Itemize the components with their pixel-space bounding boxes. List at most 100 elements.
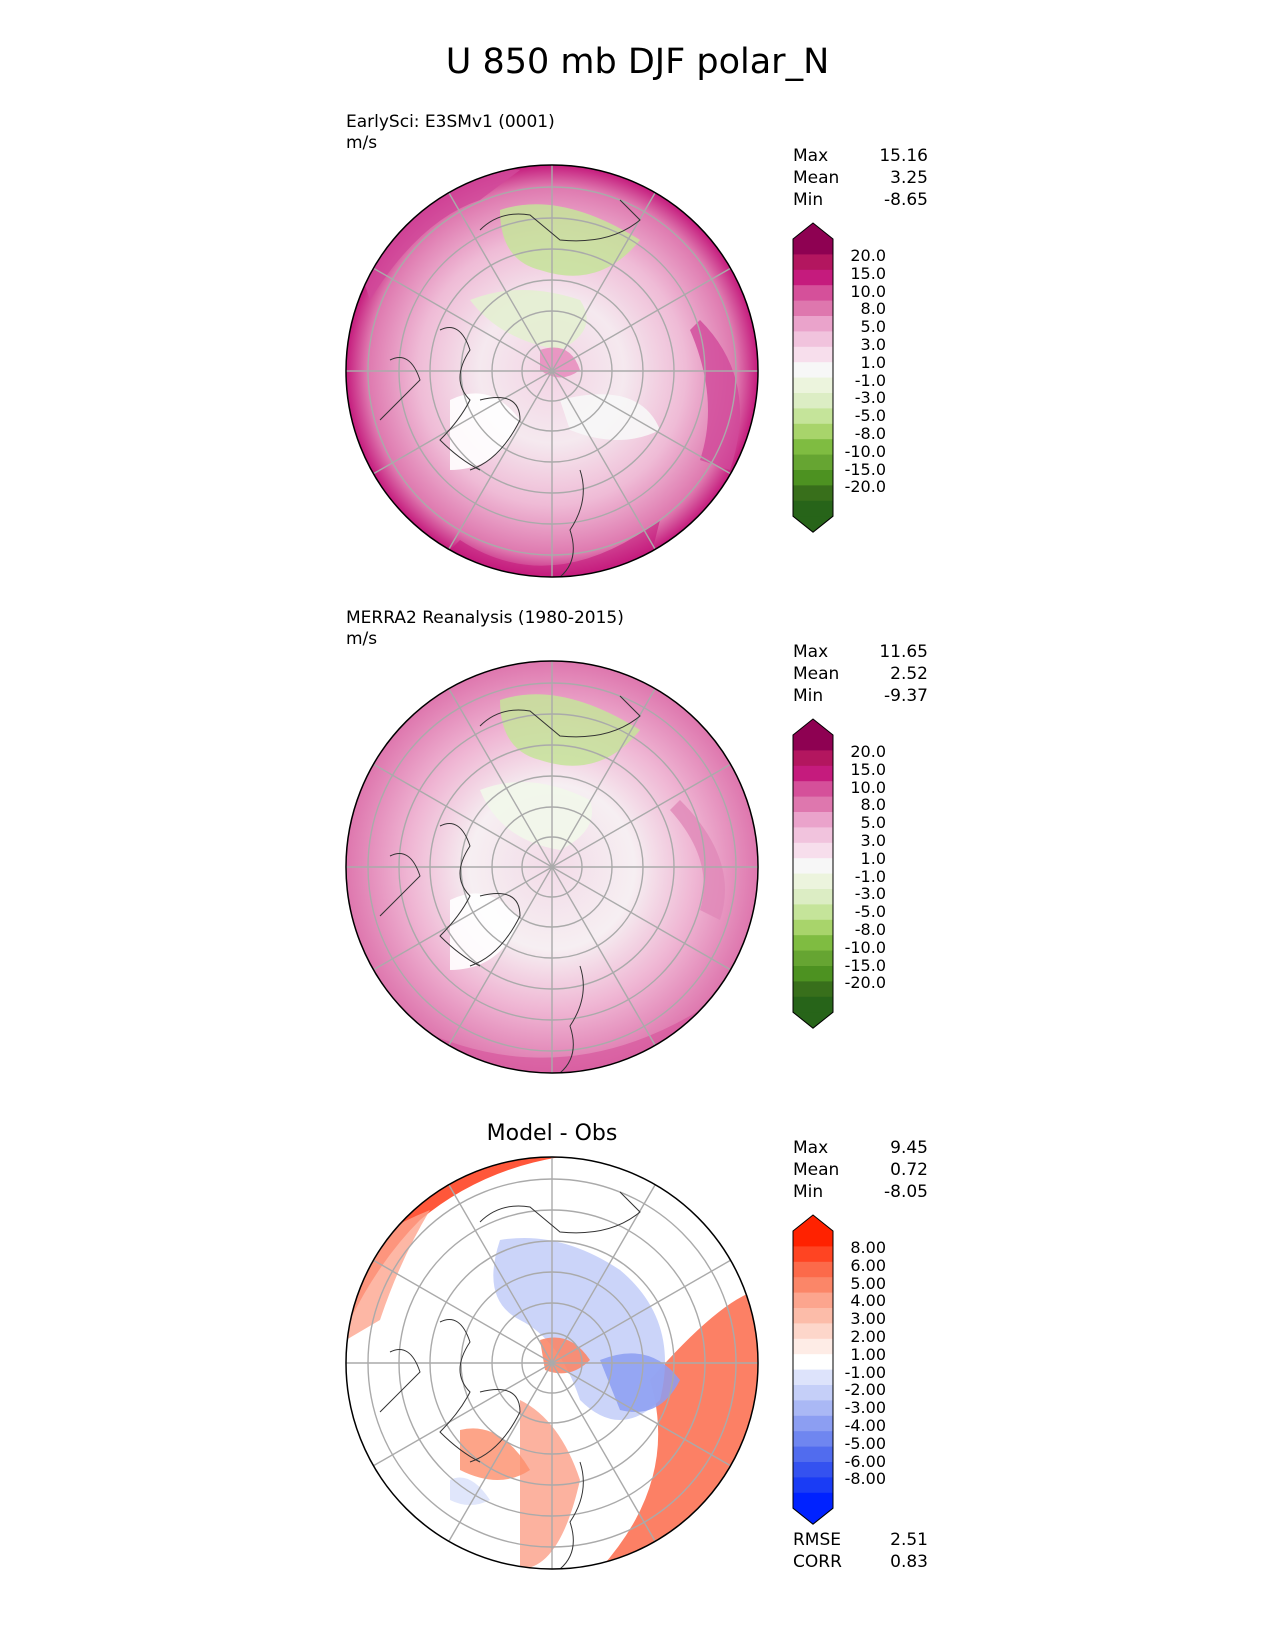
panel-ref-stats: Max 11.65 Mean 2.52 Min -9.37 — [793, 641, 928, 707]
colorbar-segment — [793, 1492, 833, 1509]
colorbar-segment — [793, 269, 833, 286]
colorbar-tick: 6.00 — [850, 1255, 886, 1275]
colorbar-segment — [793, 765, 833, 782]
colorbar-segment — [793, 781, 833, 798]
colorbar-tick: -15.0 — [844, 459, 886, 479]
colorbar-segment — [793, 1431, 833, 1448]
colorbar-tick: 3.00 — [850, 1309, 886, 1329]
colorbar-segment — [793, 1338, 833, 1355]
metric-value: 0.83 — [890, 1552, 928, 1572]
colorbar-tick: 8.00 — [850, 1238, 886, 1257]
page-title: U 850 mb DJF polar_N — [445, 42, 830, 82]
colorbar-tick: 10.0 — [850, 281, 886, 301]
colorbar-segment — [793, 935, 833, 952]
colorbar-tick: -3.00 — [844, 1398, 886, 1418]
colorbar-segment — [793, 300, 833, 317]
colorbar-segment — [793, 873, 833, 890]
colorbar-tick: 1.00 — [850, 1344, 886, 1364]
panel-test-stats: Max 15.16 Mean 3.25 Min -8.65 — [793, 145, 928, 211]
stat-label: Min — [793, 1182, 824, 1202]
colorbar-tick: 1.0 — [860, 848, 886, 868]
colorbar-tick: -4.00 — [844, 1415, 886, 1435]
colorbar-segment — [793, 1323, 833, 1340]
colorbar-tick: -8.00 — [844, 1469, 886, 1489]
stat-label: Max — [793, 1138, 829, 1158]
colorbar-diff — [792, 1214, 834, 1525]
metric-label: CORR — [793, 1552, 842, 1572]
colorbar-segment — [793, 254, 833, 271]
colorbar-extend-min — [793, 1508, 833, 1525]
colorbar-ref-labels: 20.0 15.0 10.0 8.0 5.0 3.0 1.0 -1.0 -3.0… — [830, 743, 886, 992]
panel-ref-units: m/s — [346, 629, 378, 649]
colorbar-segment — [793, 889, 833, 905]
colorbar-segment — [793, 1308, 833, 1324]
colorbar-segment — [793, 1354, 833, 1371]
colorbar-segment — [793, 996, 833, 1013]
colorbar-outline — [792, 718, 834, 1029]
colorbar-segment — [793, 346, 833, 363]
colorbar-outline — [792, 1214, 834, 1525]
colorbar-extend-max — [793, 719, 833, 735]
panel-test-label: EarlySci: E3SMv1 (0001) m/s — [346, 112, 555, 154]
colorbar-tick: -10.0 — [844, 937, 886, 957]
metric-label: RMSE — [793, 1530, 842, 1550]
colorbar-segment — [793, 1415, 833, 1432]
panel-test-units: m/s — [346, 133, 378, 153]
stat-value: -9.37 — [884, 686, 928, 706]
colorbar-tick: 3.0 — [860, 334, 886, 354]
stat-label: Mean — [793, 664, 840, 684]
colorbar-tick: -5.0 — [854, 406, 886, 426]
colorbar-segment — [793, 408, 833, 425]
colorbar-segment — [793, 1462, 833, 1478]
metric-value: 2.51 — [890, 1530, 928, 1550]
stat-label: Mean — [793, 1160, 840, 1180]
colorbar-extend-min — [793, 516, 833, 533]
colorbar-segment — [793, 981, 833, 998]
colorbar-segment — [793, 500, 833, 517]
colorbar-tick: -20.0 — [844, 973, 886, 993]
colorbar-segment — [793, 1400, 833, 1417]
colorbar-segment — [793, 470, 833, 486]
colorbar-segment — [793, 858, 833, 875]
colorbar-tick: 5.0 — [860, 317, 886, 337]
colorbar-segment — [793, 393, 833, 409]
stat-value: 0.72 — [890, 1160, 928, 1180]
colorbar-diff-labels: 8.00 6.00 5.00 4.00 3.00 2.00 1.00 -1.00… — [830, 1239, 886, 1488]
colorbar-segment — [793, 485, 833, 502]
colorbar-ref — [792, 718, 834, 1029]
colorbar-tick: -10.0 — [844, 441, 886, 461]
colorbar-tick: 8.0 — [860, 299, 886, 319]
colorbar-test-labels: 20.0 15.0 10.0 8.0 5.0 3.0 1.0 -1.0 -3.0… — [830, 247, 886, 496]
stat-value: 3.25 — [890, 168, 928, 188]
colorbar-tick: -8.0 — [854, 919, 886, 939]
colorbar-segment — [793, 735, 833, 751]
colorbar-segment — [793, 966, 833, 982]
colorbar-segment — [793, 1446, 833, 1463]
colorbar-extend-max — [793, 223, 833, 239]
colorbar-tick: -5.00 — [844, 1433, 886, 1453]
colorbar-segment — [793, 1292, 833, 1309]
colorbar-tick: -1.0 — [854, 866, 886, 886]
colorbar-segment — [793, 904, 833, 921]
colorbar-segment — [793, 1277, 833, 1294]
stat-value: 2.52 — [890, 664, 928, 684]
colorbar-segment — [793, 316, 833, 332]
colorbar-test — [792, 222, 834, 533]
colorbar-segment — [793, 239, 833, 255]
panel-diff-metrics: RMSE 2.51 CORR 0.83 — [793, 1529, 928, 1573]
colorbar-tick: 10.0 — [850, 777, 886, 797]
colorbar-tick: -1.0 — [854, 370, 886, 390]
colorbar-tick: -20.0 — [844, 477, 886, 497]
colorbar-tick: 15.0 — [850, 759, 886, 779]
colorbar-segment — [793, 423, 833, 440]
colorbar-segment — [793, 1369, 833, 1386]
colorbar-segment — [793, 950, 833, 967]
panel-ref-name: MERRA2 Reanalysis (1980-2015) — [346, 608, 624, 628]
colorbar-segment — [793, 827, 833, 844]
panel-test-name: EarlySci: E3SMv1 (0001) — [346, 112, 555, 132]
colorbar-tick: 3.0 — [860, 830, 886, 850]
colorbar-extend-min — [793, 1012, 833, 1029]
colorbar-segment — [793, 919, 833, 936]
